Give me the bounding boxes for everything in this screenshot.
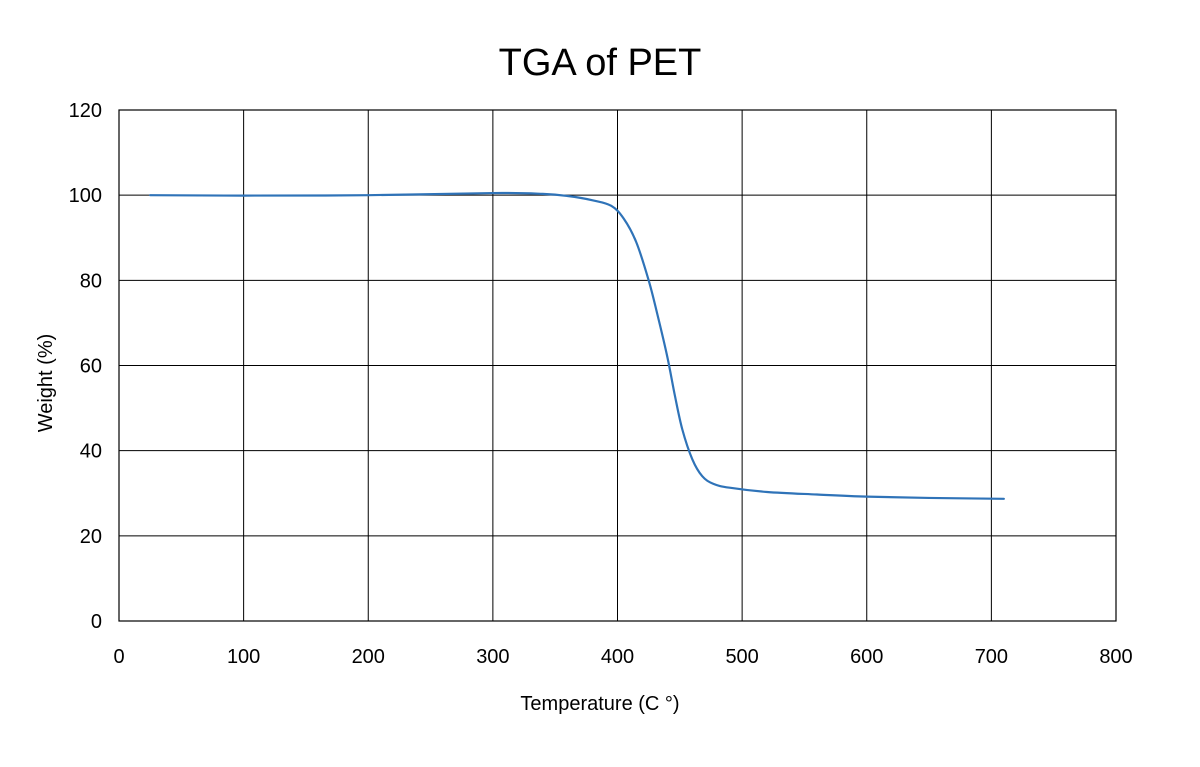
x-axis-label: Temperature (C °): [520, 693, 679, 715]
y-tick-label: 80: [80, 270, 102, 292]
x-tick-label: 300: [476, 646, 509, 668]
y-tick-label: 60: [80, 356, 102, 378]
y-axis-label: Weight (%): [35, 334, 57, 433]
y-tick-label: 20: [80, 526, 102, 548]
y-tick-label: 100: [69, 185, 102, 207]
y-tick-label: 0: [91, 611, 102, 633]
plot-area-frame: [118, 109, 1117, 622]
y-tick-label: 40: [80, 441, 102, 463]
chart-title: TGA of PET: [499, 42, 702, 84]
x-tick-label: 200: [352, 646, 385, 668]
tga-weight-curve: [149, 191, 1005, 500]
x-tick-label: 600: [850, 646, 883, 668]
x-axis-ticks: 0 100 200 300 400 500 600 700 800: [113, 646, 1132, 668]
y-tick-label: 120: [69, 100, 102, 122]
y-axis-ticks: 0 20 40 60 80 100 120: [69, 100, 102, 633]
x-tick-label: 0: [113, 646, 124, 668]
x-tick-label: 500: [725, 646, 758, 668]
x-tick-label: 700: [975, 646, 1008, 668]
series-layer: [149, 191, 1005, 500]
x-tick-label: 100: [227, 646, 260, 668]
x-tick-label: 400: [601, 646, 634, 668]
x-tick-label: 800: [1099, 646, 1132, 668]
grid: [118, 109, 1117, 622]
